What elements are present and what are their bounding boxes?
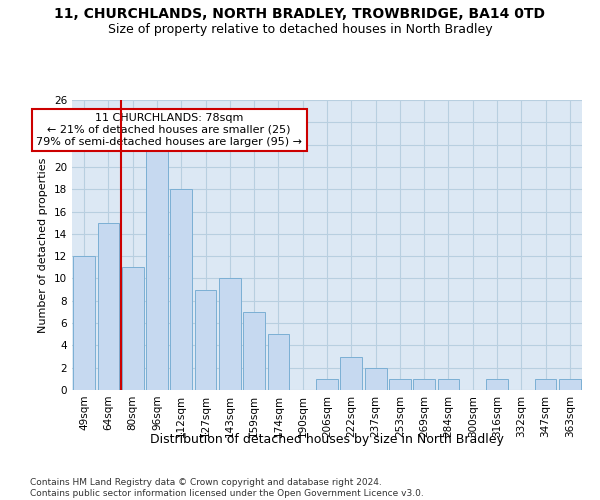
Bar — [437, 379, 460, 390]
Bar — [122, 268, 143, 390]
Bar — [219, 278, 241, 390]
Bar — [413, 379, 435, 390]
Text: Distribution of detached houses by size in North Bradley: Distribution of detached houses by size … — [150, 432, 504, 446]
Bar — [194, 290, 217, 390]
Bar — [268, 334, 289, 390]
Bar — [389, 379, 411, 390]
Text: Size of property relative to detached houses in North Bradley: Size of property relative to detached ho… — [107, 22, 493, 36]
Bar — [559, 379, 581, 390]
Bar — [316, 379, 338, 390]
Text: 11, CHURCHLANDS, NORTH BRADLEY, TROWBRIDGE, BA14 0TD: 11, CHURCHLANDS, NORTH BRADLEY, TROWBRID… — [55, 8, 545, 22]
Bar — [243, 312, 265, 390]
Y-axis label: Number of detached properties: Number of detached properties — [38, 158, 49, 332]
Bar — [486, 379, 508, 390]
Bar — [365, 368, 386, 390]
Bar — [73, 256, 95, 390]
Text: Contains HM Land Registry data © Crown copyright and database right 2024.
Contai: Contains HM Land Registry data © Crown c… — [30, 478, 424, 498]
Bar — [170, 189, 192, 390]
Bar — [340, 356, 362, 390]
Bar — [535, 379, 556, 390]
Text: 11 CHURCHLANDS: 78sqm
← 21% of detached houses are smaller (25)
79% of semi-deta: 11 CHURCHLANDS: 78sqm ← 21% of detached … — [36, 114, 302, 146]
Bar — [97, 222, 119, 390]
Bar — [146, 144, 168, 390]
